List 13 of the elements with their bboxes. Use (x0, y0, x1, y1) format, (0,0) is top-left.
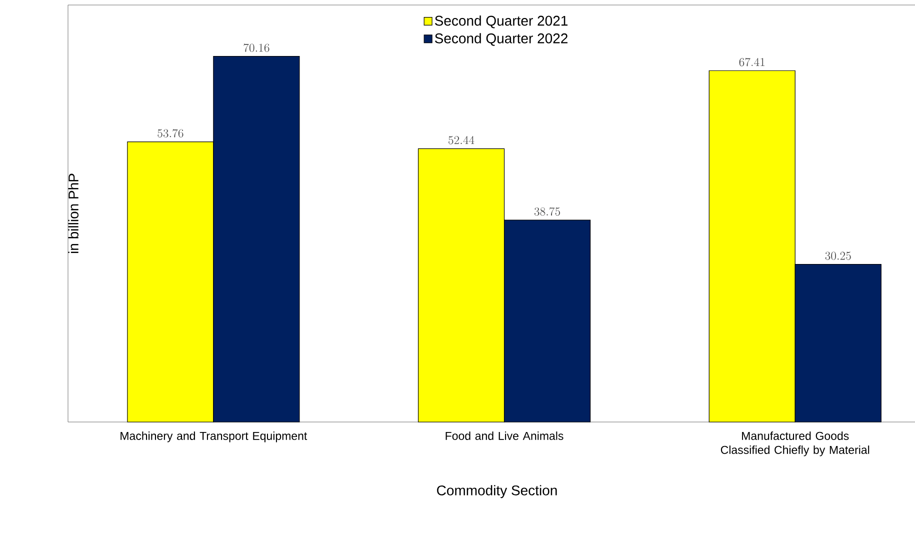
data-label: 52.44 (448, 136, 474, 144)
data-label: 70. 16 (244, 44, 270, 52)
x-tick-label: Food and Live Animals (446, 432, 564, 440)
y-axis-title: in billion PhP (68, 174, 78, 254)
data-label: 53.76 (158, 129, 184, 138)
data-label: 38.75 (534, 207, 560, 216)
x-tick-label: Machinery and Transport Equipment (120, 432, 308, 442)
legend-label: Second Quarter 2021 (434, 15, 568, 28)
data-label: 30.25 (825, 252, 851, 260)
legend-label: Second Quarter 2022 (434, 33, 568, 46)
x-axis-title: Commodity Section (437, 485, 557, 498)
x-tick-label: Manufactured Goods Classified Chiefly by Material (720, 432, 870, 456)
data-label: 67.41 (739, 58, 765, 66)
